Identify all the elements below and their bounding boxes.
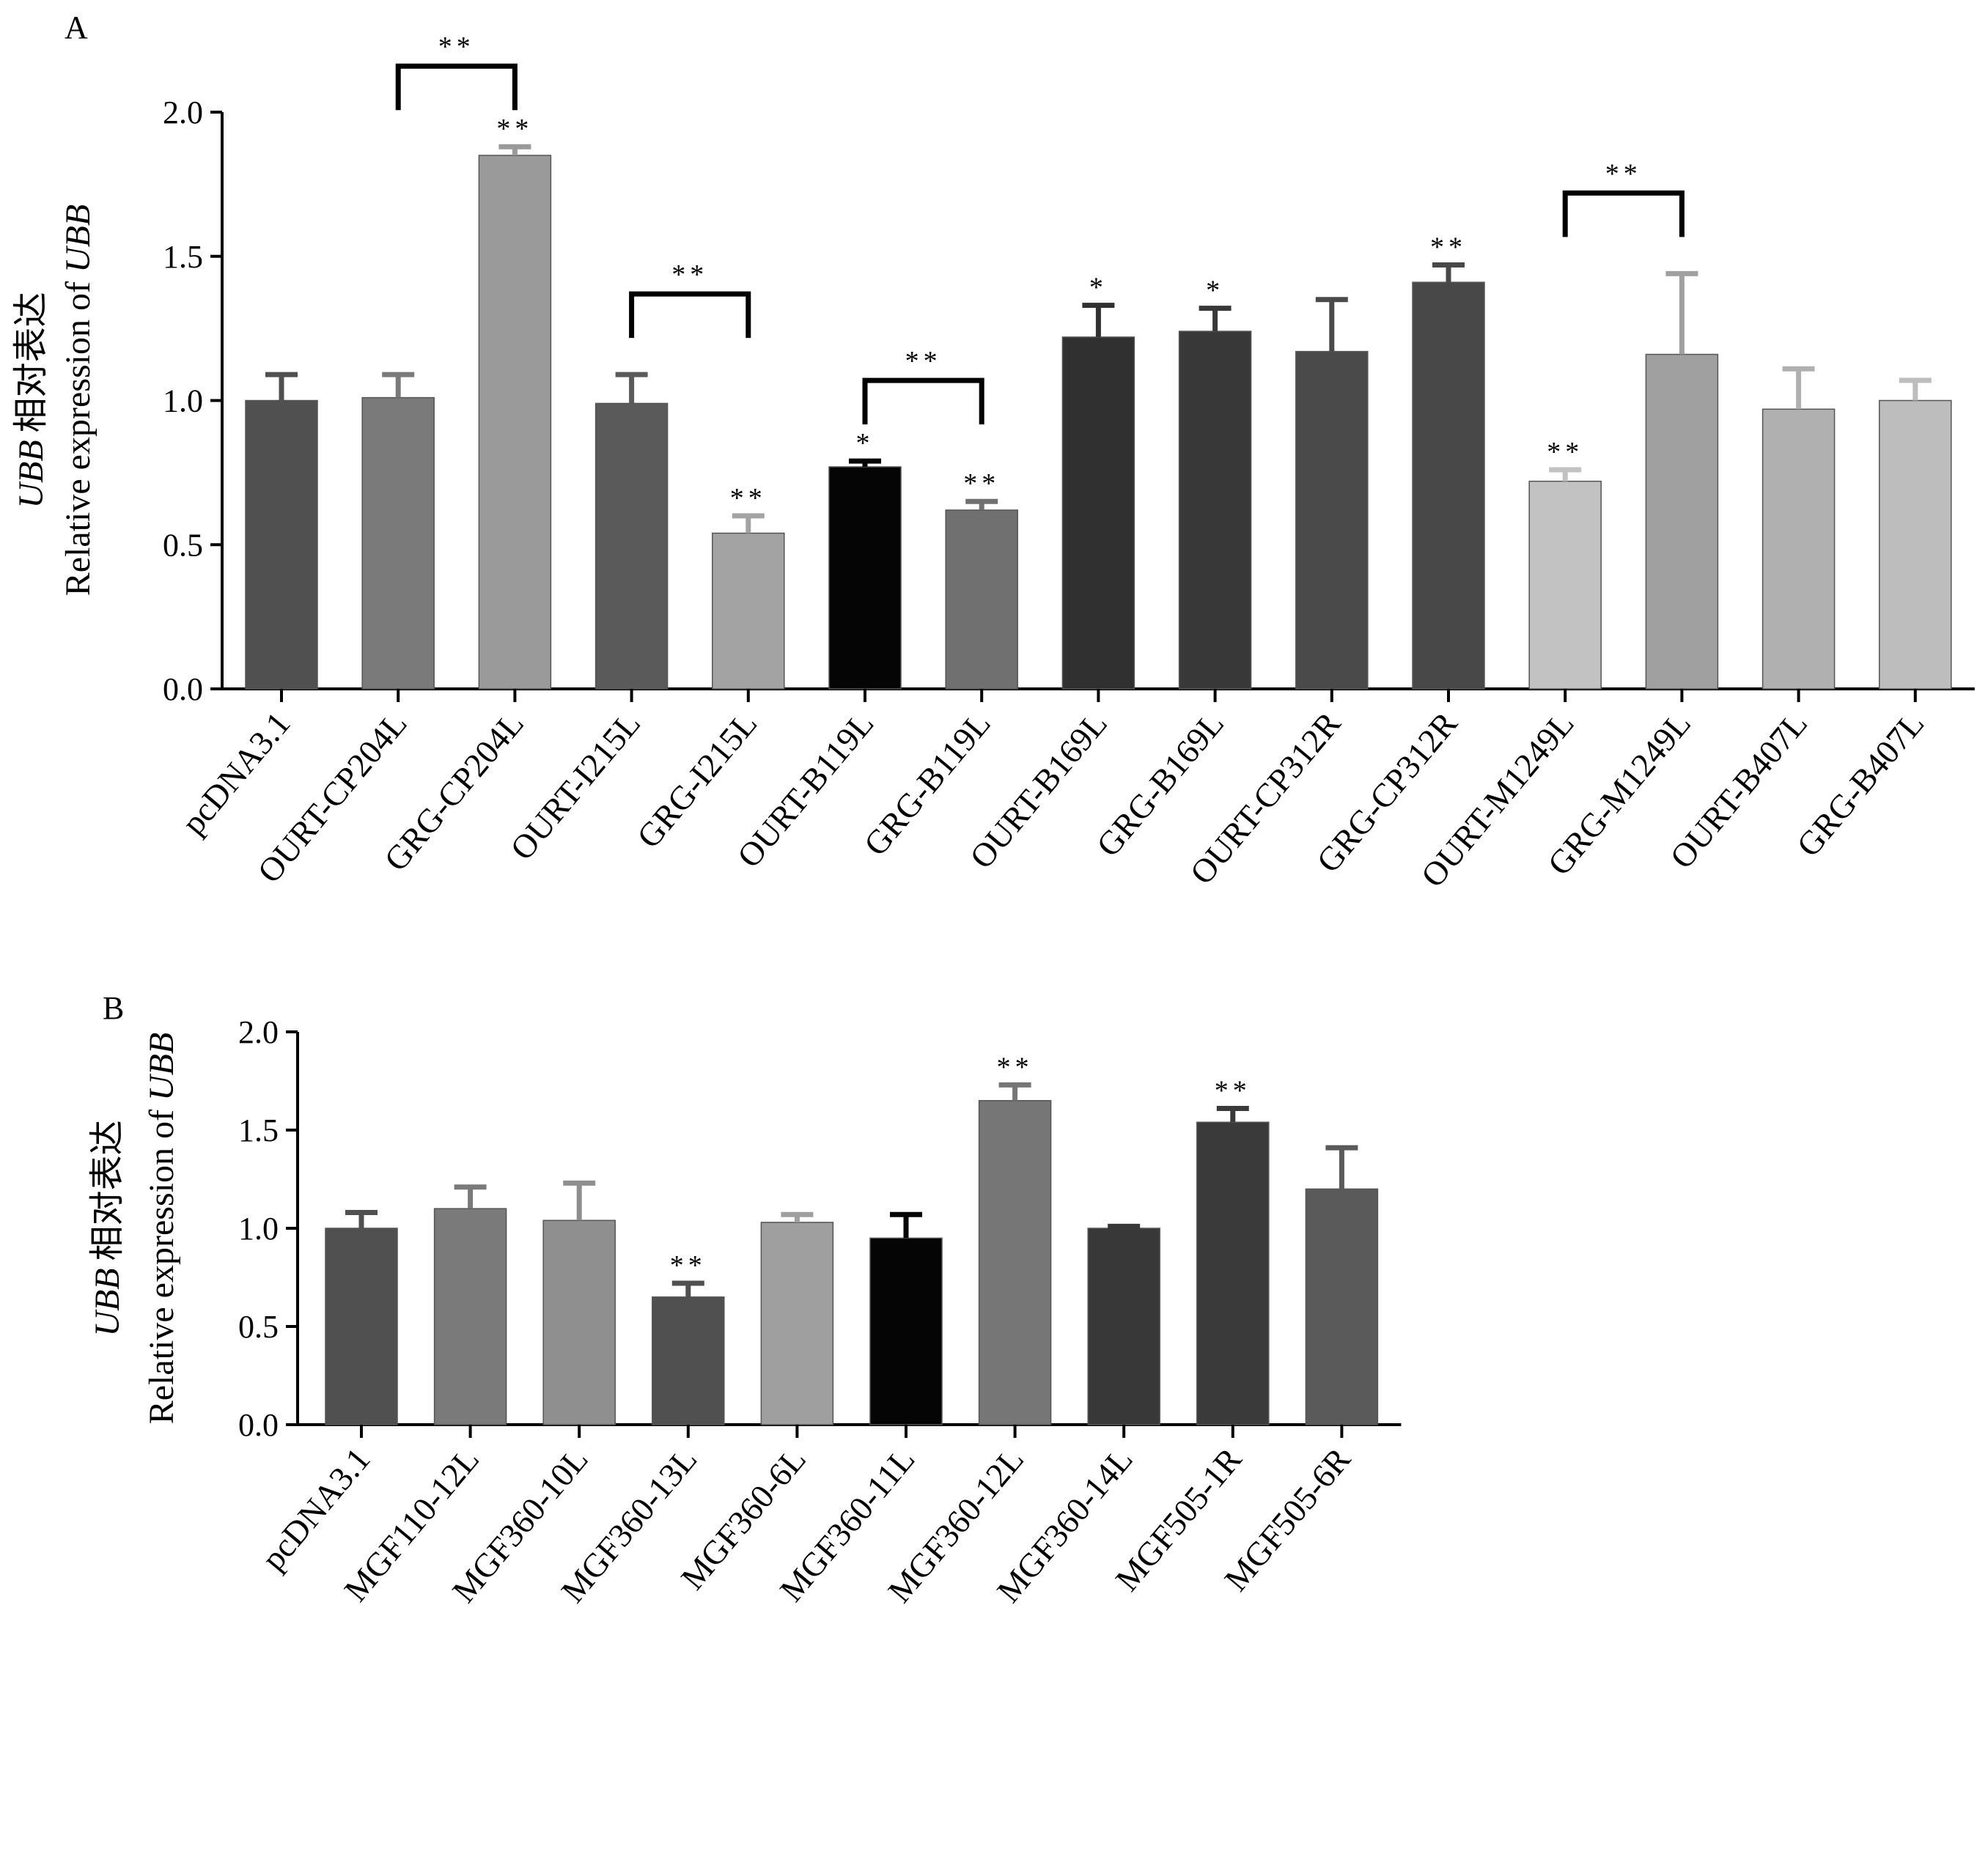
- panel-b-bar-chart: B 0.00.51.01.52.0pcDNA3.1MGF110-12LMGF36…: [88, 990, 1402, 1609]
- panel-b-bar: [1196, 1121, 1270, 1425]
- panel-a-letter: A: [65, 10, 88, 45]
- panel-b-letter: B: [103, 990, 124, 1026]
- panel-a-bar: [1412, 281, 1485, 690]
- panel-a-category-label: GRG-I215L: [630, 705, 765, 855]
- panel-a-bar: [1295, 350, 1369, 690]
- panel-b-category-label: pcDNA3.1: [254, 1441, 378, 1577]
- panel-b-ylabel-line2: Relative expression of UBB: [142, 1033, 181, 1425]
- panel-a-bar: [1879, 399, 1952, 690]
- panel-a-y-tick-label: 0.0: [163, 671, 203, 707]
- panel-a-bar: [712, 532, 785, 690]
- panel-b-ylabel-cn: 相对表达: [88, 1120, 127, 1261]
- panel-a-category-label: pcDNA3.1: [174, 705, 298, 841]
- panel-a-bar: [594, 402, 669, 690]
- panel-b-ylabel-en: Relative expression of: [142, 1101, 181, 1424]
- panel-b-bar: [652, 1296, 725, 1425]
- panel-a-comparison-bracket: [862, 377, 984, 425]
- panel-a-bar: [1178, 331, 1252, 690]
- panel-a-bar: [1528, 480, 1602, 690]
- panel-a-bar-chart: A 0.00.51.01.52.0pcDNA3.1OURT-CP204LGRG-…: [12, 10, 1975, 894]
- panel-b-bar: [1087, 1228, 1160, 1425]
- panel-b-bar: [325, 1228, 398, 1425]
- panel-a-ylabel-cn: 相对表达: [12, 292, 51, 432]
- panel-a-bar: [1645, 353, 1719, 690]
- panel-a-significance-mark: **: [730, 483, 767, 514]
- panel-b-bar: [869, 1237, 943, 1425]
- panel-a-ylabel-line2: Relative expression of UBB: [59, 204, 97, 597]
- panel-a-bar: [1061, 336, 1135, 690]
- panel-a-bracket-significance: **: [905, 346, 942, 377]
- panel-b-bar: [978, 1100, 1052, 1425]
- panel-b-bar: [433, 1208, 507, 1425]
- panel-a-ylabel-line1: UBB 相对表达: [12, 292, 51, 508]
- panel-b-y-tick-label: 2.0: [238, 1014, 279, 1050]
- panel-b-y-tick-label: 1.0: [238, 1211, 279, 1247]
- panel-a-y-tick-label: 1.0: [163, 383, 203, 419]
- panel-a-ylabel-en-gene: UBB: [59, 204, 97, 273]
- panel-a-bar: [1761, 408, 1836, 690]
- panel-a-comparison-bracket: [629, 291, 751, 339]
- panel-a-significance-mark: *: [1089, 273, 1108, 303]
- panel-a-y-tick-label: 1.5: [163, 239, 203, 275]
- panel-a-significance-mark: **: [963, 468, 1000, 499]
- panel-b-significance-mark: **: [670, 1250, 707, 1281]
- panel-b-ylabel-en-gene: UBB: [142, 1033, 181, 1101]
- panel-b-ylabel-gene: UBB: [88, 1268, 127, 1336]
- panel-a-bar: [828, 466, 902, 690]
- panel-a-bar: [945, 509, 1018, 690]
- panel-a-significance-mark: *: [1206, 276, 1224, 306]
- panel-b-y-tick-label: 0.0: [238, 1407, 279, 1443]
- panel-b-bar: [1305, 1188, 1379, 1425]
- panel-b-ylabel-line1: UBB 相对表达: [88, 1120, 127, 1336]
- panel-b-bar: [760, 1222, 834, 1425]
- panel-b-y-tick-label: 0.5: [238, 1309, 279, 1345]
- panel-a-bracket-significance: **: [438, 32, 475, 62]
- panel-a-ylabel-en: Relative expression of: [59, 273, 97, 596]
- panel-a-significance-mark: **: [1547, 437, 1583, 468]
- panel-b-significance-mark: **: [997, 1052, 1034, 1082]
- panel-a-y-tick-label: 2.0: [163, 95, 203, 130]
- panel-a-significance-mark: **: [496, 114, 533, 144]
- panel-a-bracket-significance: **: [1605, 158, 1642, 189]
- panel-a-significance-mark: **: [1430, 232, 1467, 263]
- panel-a-y-tick-label: 0.5: [163, 527, 203, 563]
- panel-a-ylabel-gene: UBB: [12, 440, 51, 508]
- panel-a-bar: [245, 399, 318, 690]
- panel-b-y-tick-label: 1.5: [238, 1112, 279, 1148]
- panel-b-bar: [542, 1219, 616, 1425]
- panel-a-significance-mark: *: [856, 428, 875, 459]
- panel-b-significance-mark: **: [1215, 1076, 1251, 1107]
- panel-a-comparison-bracket: [395, 63, 518, 111]
- panel-a-comparison-bracket: [1562, 190, 1685, 237]
- panel-a-bar: [361, 396, 435, 690]
- panel-a-bar: [478, 155, 552, 690]
- panel-a-bracket-significance: **: [671, 259, 708, 290]
